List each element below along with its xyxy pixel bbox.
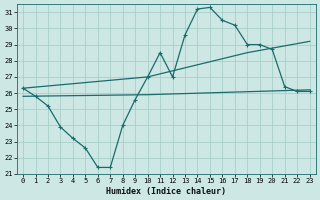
X-axis label: Humidex (Indice chaleur): Humidex (Indice chaleur) <box>106 187 226 196</box>
